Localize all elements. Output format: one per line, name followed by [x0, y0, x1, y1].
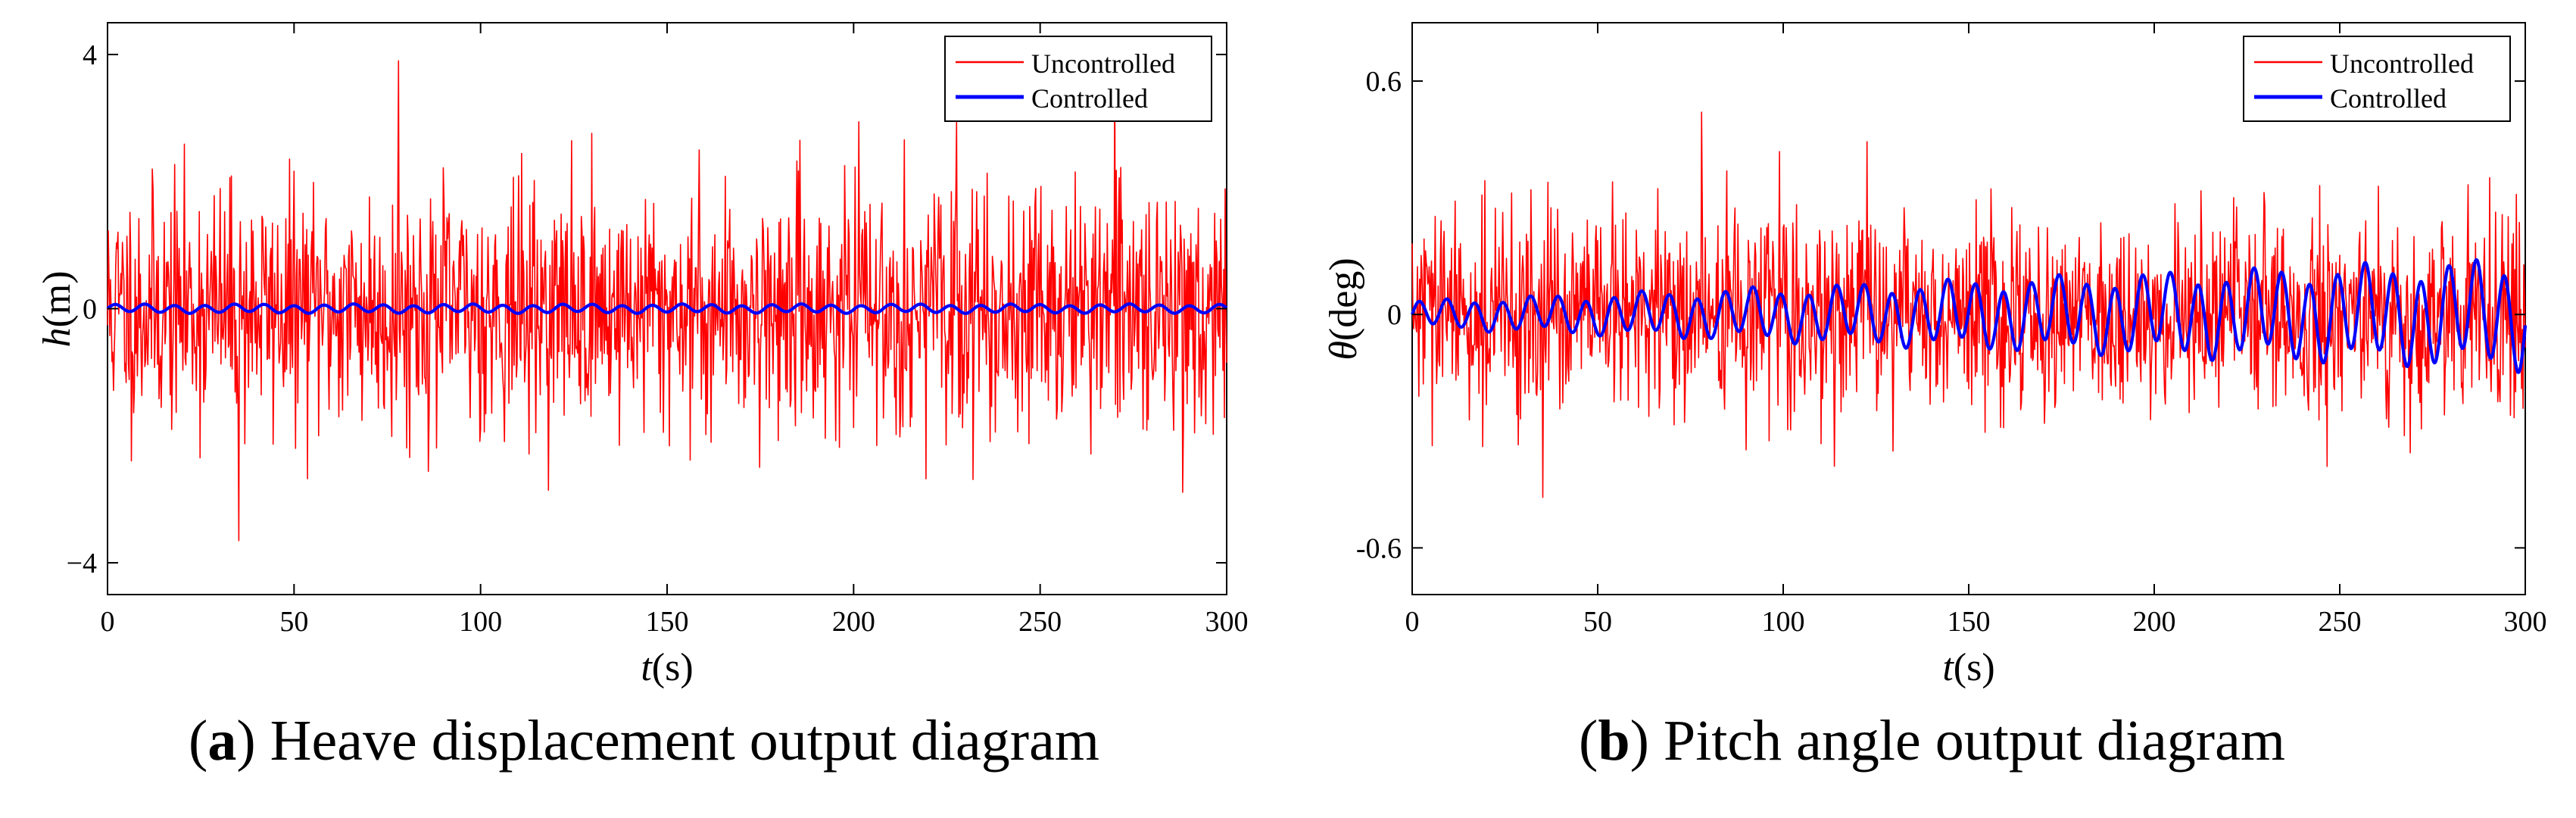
b-y-tick-label: 0: [1387, 299, 1402, 331]
a-series-controlled-line: [106, 302, 1228, 315]
heave-legend-box: [944, 36, 1212, 122]
pitch-x-axis-label: t(s): [1942, 646, 1994, 689]
pitch-legend: Uncontrolled Controlled: [2243, 36, 2511, 122]
b-series-controlled-line: [1411, 258, 2528, 374]
b-x-tick-label: 250: [2319, 606, 2362, 638]
pitch-legend-uncontrolled-label: Uncontrolled: [2330, 48, 2474, 79]
caption-a-text: Heave displacement output diagram: [270, 709, 1099, 773]
caption-b: (b) Pitch angle output diagram: [1579, 709, 2285, 773]
heave-plot-area: 0 50 100 150 200 250 300−404 Uncontrolled Cont…: [36, 22, 1249, 689]
pitch-chart: 0 50 100 150 200 250 300 -0.6 0 0.6 Uncontrolled …: [1322, 22, 2547, 689]
heave-chart: 0 50 100 150 200 250 300−404 Uncontrolled Cont…: [36, 22, 1249, 689]
b-series-uncontrolled-line: [1411, 111, 2526, 498]
pitch-plot-area: 0 50 100 150 200 250 300 -0.6 0 0.6 Uncontrolled …: [1322, 22, 2547, 689]
a-x-tick-label: 150: [646, 606, 689, 638]
pitch-legend-controlled-label: Controlled: [2330, 83, 2447, 114]
caption-b-letter: b: [1598, 709, 1630, 773]
heave-series: [106, 60, 1228, 542]
a-y-tick-label: −4: [67, 548, 97, 579]
caption-b-text: Pitch angle output diagram: [1663, 709, 2285, 773]
pitch-series: [1411, 111, 2528, 498]
heave-x-axis-label: t(s): [641, 646, 693, 689]
a-y-tick-label: 0: [83, 294, 97, 326]
b-y-tick-label: -0.6: [1356, 532, 1402, 564]
a-series-uncontrolled-line: [107, 60, 1227, 542]
a-x-tick-label: 300: [1205, 606, 1249, 638]
pitch-y-axis-label: θ(deg): [1322, 258, 1365, 360]
a-x-tick-label: 50: [279, 606, 308, 638]
heave-y-axis-label: h(m): [36, 270, 79, 347]
b-x-tick-label: 300: [2504, 606, 2547, 638]
b-x-tick-label: 150: [1948, 606, 1991, 638]
b-x-tick-label: 0: [1405, 606, 1420, 638]
heave-legend-uncontrolled-label: Uncontrolled: [1031, 48, 1175, 79]
heave-ticks: 0 50 100 150 200 250 300−404: [67, 23, 1249, 638]
heave-legend-controlled-label: Controlled: [1031, 83, 1148, 114]
pitch-legend-box: [2243, 36, 2511, 122]
a-x-tick-label: 250: [1018, 606, 1062, 638]
b-x-tick-label: 50: [1583, 606, 1612, 638]
caption-a-letter: a: [207, 709, 237, 773]
a-x-tick-label: 0: [101, 606, 115, 638]
a-x-tick-label: 200: [832, 606, 875, 638]
b-y-tick-label: 0.6: [1366, 66, 1402, 98]
a-y-tick-label: 4: [83, 39, 97, 71]
pitch-ticks: 0 50 100 150 200 250 300 -0.6 0 0.6: [1356, 23, 2547, 638]
heave-legend: Uncontrolled Controlled: [944, 36, 1212, 122]
caption-a: (a) Heave displacement output diagram: [189, 709, 1099, 773]
a-x-tick-label: 100: [459, 606, 502, 638]
b-x-tick-label: 200: [2133, 606, 2176, 638]
b-x-tick-label: 100: [1762, 606, 1805, 638]
